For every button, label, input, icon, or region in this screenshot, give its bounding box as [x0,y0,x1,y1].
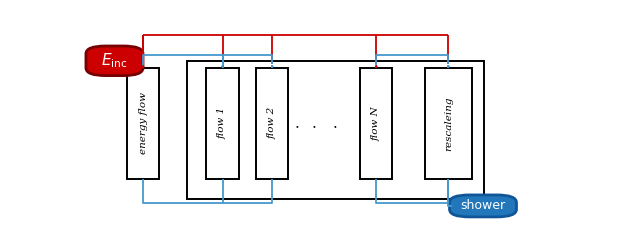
Text: shower: shower [460,199,506,213]
Bar [425,68,472,179]
Text: $E_\mathrm{inc}$: $E_\mathrm{inc}$ [101,51,128,70]
FancyBboxPatch shape [86,46,143,76]
Text: flow 1: flow 1 [218,107,227,139]
Text: $\cdot\ \ \cdot\ \ \cdot$: $\cdot\ \ \cdot\ \ \cdot$ [294,118,337,133]
Text: flow 2: flow 2 [268,107,276,139]
FancyBboxPatch shape [449,195,516,217]
Bar [207,68,239,179]
Text: energy flow: energy flow [139,92,148,154]
Text: rescaleing: rescaleing [444,96,452,151]
Bar [360,68,392,179]
Text: flow N: flow N [372,106,381,141]
Bar [187,61,484,199]
Bar [256,68,288,179]
Bar [127,68,159,179]
